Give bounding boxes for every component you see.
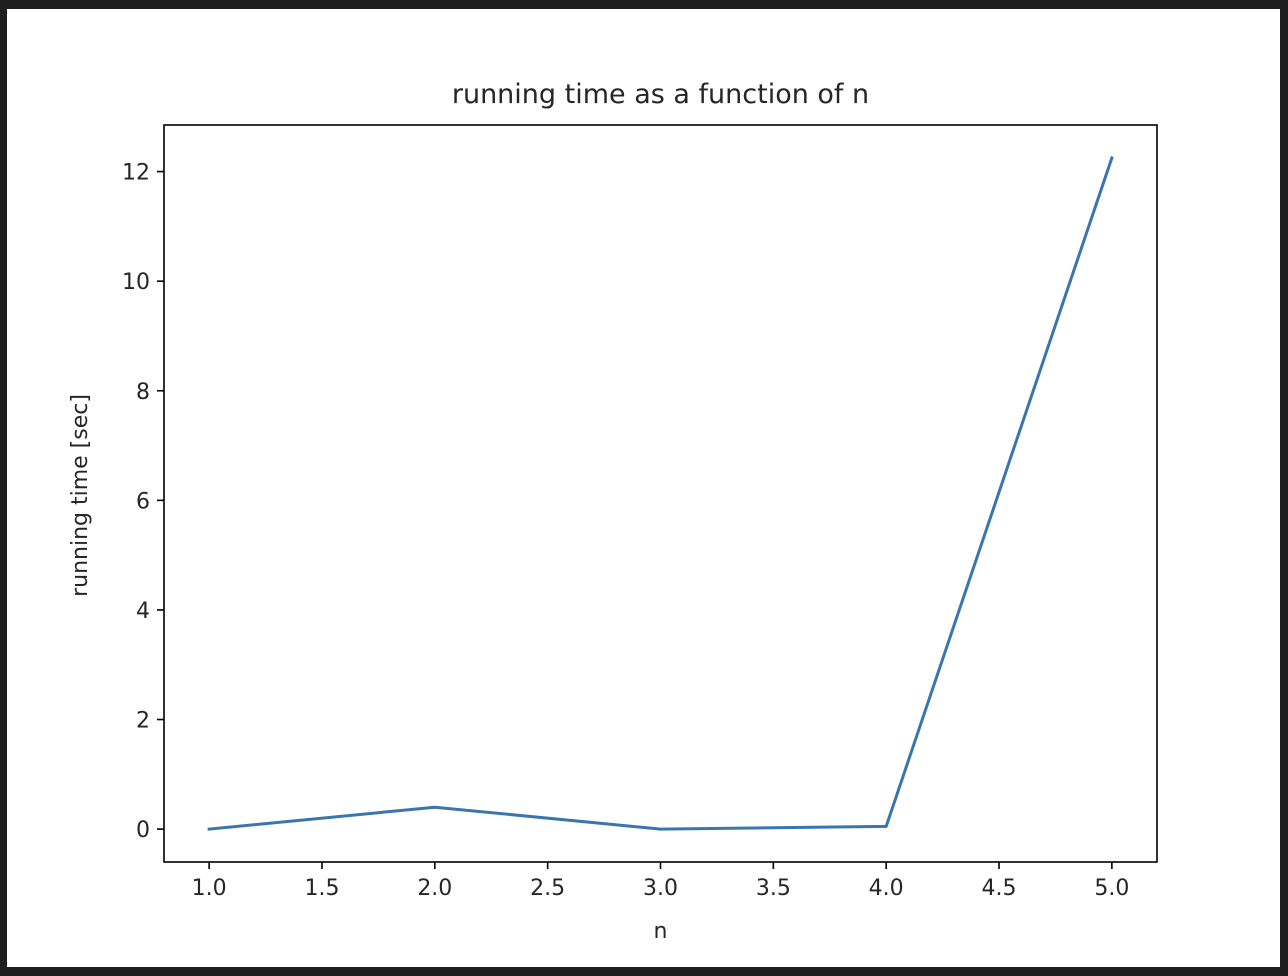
- plot-area: [163, 124, 1158, 863]
- y-tick-label: 2: [136, 709, 150, 734]
- y-axis-ticks: 0 2 4 6 8 10 12: [122, 161, 164, 843]
- y-tick-label: 6: [136, 489, 150, 514]
- chart-title: running time as a function of n: [452, 79, 869, 110]
- y-tick-label: 0: [136, 818, 150, 843]
- x-tick-label: 2.0: [417, 876, 452, 901]
- x-tick-label: 2.5: [530, 876, 565, 901]
- x-tick-label: 3.5: [756, 876, 791, 901]
- figure-canvas: running time as a function of n 1.0 1.5 2.…: [7, 9, 1280, 967]
- y-axis-label: running time [sec]: [68, 394, 93, 597]
- x-tick-label: 4.0: [869, 876, 904, 901]
- x-axis-label: n: [654, 919, 668, 944]
- x-tick-label: 3.0: [643, 876, 678, 901]
- x-tick-label: 1.0: [192, 876, 227, 901]
- y-tick-label: 10: [122, 270, 150, 295]
- line-chart: running time as a function of n 1.0 1.5 2.…: [68, 79, 1158, 944]
- y-tick-label: 12: [122, 161, 150, 186]
- x-tick-label: 1.5: [304, 876, 339, 901]
- x-tick-label: 4.5: [982, 876, 1017, 901]
- axes-frame: [163, 124, 1158, 863]
- x-tick-label: 5.0: [1094, 876, 1129, 901]
- series-line-0: [207, 155, 1114, 831]
- y-tick-label: 8: [136, 380, 150, 405]
- y-tick-label: 4: [136, 599, 150, 624]
- x-axis-ticks: 1.0 1.5 2.0 2.5 3.0 3.5 4.0 4.5 5.0: [192, 862, 1129, 901]
